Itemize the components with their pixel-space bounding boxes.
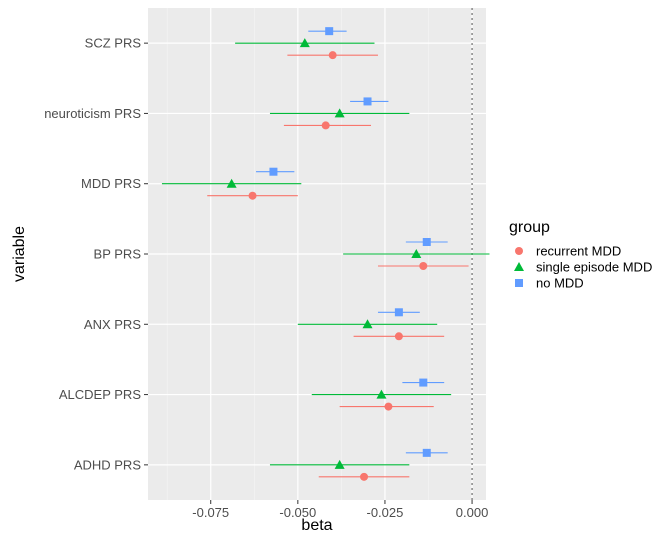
square-marker [419, 378, 428, 387]
legend-label: single episode MDD [536, 260, 652, 275]
triangle-marker [411, 249, 422, 258]
x-tick-label: -0.050 [279, 505, 316, 520]
y-tick-label: MDD PRS [81, 176, 141, 191]
legend-label: recurrent MDD [536, 244, 621, 259]
series-single-episode-mdd [161, 38, 490, 469]
triangle-marker [299, 38, 310, 48]
square-marker [394, 308, 403, 317]
circle-marker [384, 402, 393, 411]
circle-marker [419, 262, 428, 270]
square-marker [515, 279, 523, 287]
legend-label: no MDD [536, 276, 584, 291]
square-marker [422, 448, 431, 457]
triangle-marker [334, 108, 345, 118]
circle-marker [515, 247, 523, 255]
x-axis-title: beta [301, 517, 332, 534]
square-marker [422, 238, 431, 246]
triangle-marker [362, 319, 373, 329]
circle-marker [248, 191, 257, 200]
circle-marker [328, 51, 337, 60]
triangle-marker [334, 459, 345, 469]
y-tick-label: SCZ PRS [85, 36, 142, 51]
x-tick-label: -0.075 [192, 505, 229, 520]
y-tick-label: ALCDEP PRS [59, 387, 141, 402]
y-tick-label: ANX PRS [84, 317, 141, 332]
square-marker [269, 167, 278, 176]
y-tick-label: ADHD PRS [74, 457, 142, 472]
square-marker [325, 27, 334, 36]
y-axis-title: variable [11, 226, 28, 282]
series-no-mdd [256, 27, 448, 457]
y-tick-label: BP PRS [94, 247, 142, 262]
x-tick-label: 0.000 [456, 505, 489, 520]
circle-marker [360, 472, 369, 481]
triangle-marker [514, 262, 524, 271]
y-tick-label: neuroticism PRS [44, 106, 141, 121]
legend-title: group [509, 219, 550, 236]
square-marker [363, 97, 372, 106]
circle-marker [394, 332, 403, 341]
triangle-marker [376, 389, 387, 399]
circle-marker [321, 121, 330, 130]
y-axis: SCZ PRS neuroticism PRS MDD PRS BP PRS ANX P… [44, 36, 148, 472]
series-recurrent-mdd [207, 51, 469, 481]
data-marks [161, 27, 490, 481]
x-axis: -0.075 -0.050 -0.025 0.000 [192, 500, 488, 520]
x-tick-label: -0.025 [367, 505, 404, 520]
triangle-marker [226, 178, 237, 188]
